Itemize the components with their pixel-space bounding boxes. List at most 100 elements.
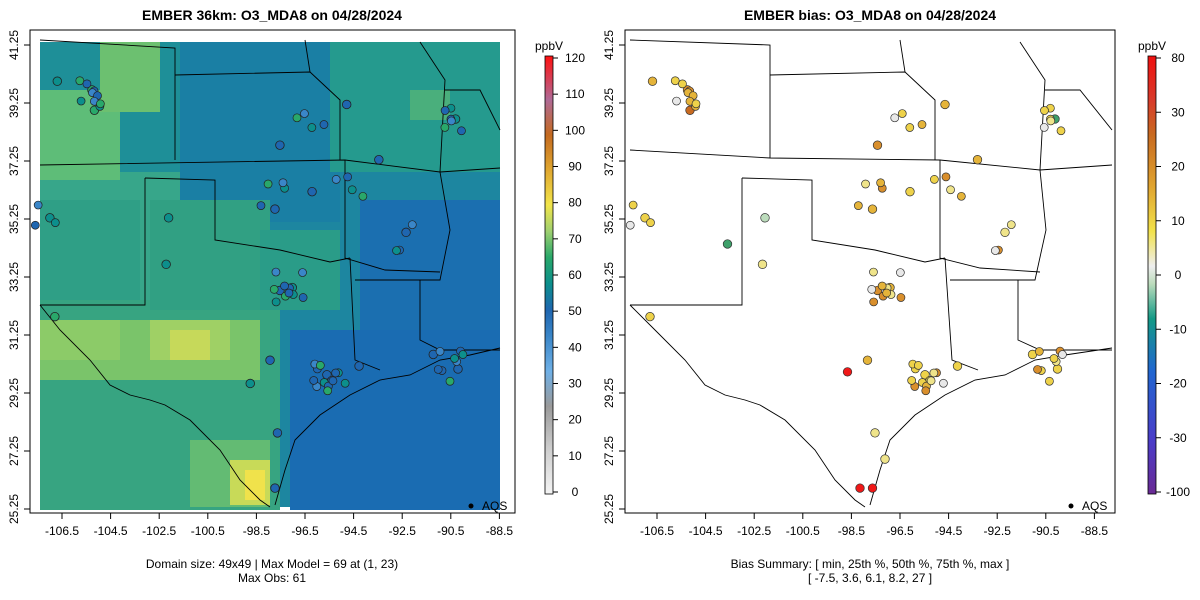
aqs-bias-marker [896,268,905,277]
aqs-site-marker [284,288,294,298]
x-tick-label: -90.5 [437,524,465,538]
aqs-site-marker [440,123,450,132]
aqs-bias-marker [872,140,883,150]
left-footer-line1: Domain size: 49x49 | Max Model = 69 at (… [146,557,398,571]
aqs-site-marker [245,378,255,389]
aqs-site-marker [280,281,289,291]
aqs-site-marker [447,116,456,126]
aqs-site-marker [270,204,280,214]
x-tick-label: -98.5 [243,524,271,538]
aqs-bias-marker [1000,227,1010,238]
aqs-bias-marker [876,178,885,188]
y-tick-label: 37.25 [7,146,21,176]
x-tick-label: -100.5 [191,524,225,538]
aqs-bias-marker [1040,106,1049,115]
aqs-bias-marker [946,185,955,195]
y-tick-label: 25.25 [602,494,616,524]
aqs-site-marker [96,99,105,109]
colorbar-tick-label: 80 [568,196,582,210]
colorbar-tick-label: 20 [568,413,582,427]
colorbar-tick-label: -100 [1166,485,1190,499]
x-tick-label: -102.5 [737,524,771,538]
aqs-site-marker [307,123,317,132]
aqs-site-marker [435,347,445,356]
y-tick-label: 25.25 [7,494,21,524]
aqs-site-marker [315,361,325,370]
colorbar-tick-label: 0 [1175,268,1182,282]
aqs-bias-marker [939,378,948,388]
aqs-bias-marker [670,76,680,86]
x-tick-label: -106.5 [640,524,674,538]
right-x-axis: -106.5 -104.5 -102.5 -100.5 -98.5 -96.5 -94.5 -… [640,513,1108,538]
x-tick-label: -94.5 [340,524,368,538]
aqs-bias-marker [628,200,638,210]
x-tick-label: -88.5 [1081,524,1109,538]
colorbar-tick-label: 40 [568,340,582,354]
aqs-bias-marker [646,218,655,227]
aqs-bias-marker [896,293,906,302]
aqs-site-marker [275,140,285,150]
aqs-bias-marker [921,386,931,396]
aqs-site-marker [50,311,60,322]
left-colorbar-ticks: 0 10 20 30 40 50 60 70 80 90 100 110 120 [553,51,585,499]
aqs-bias-marker [926,376,936,386]
x-tick-label: -94.5 [935,524,963,538]
aqs-bias-marker [869,297,879,307]
aqs-site-marker [33,200,43,210]
aqs-bias-marker [907,376,917,385]
aqs-site-marker [331,368,341,378]
aqs-bias-marker [905,187,915,197]
aqs-bias-marker [1058,350,1067,359]
aqs-bias-marker [870,428,880,438]
aqs-bias-marker [941,172,951,182]
aqs-bias-marker [1045,376,1054,386]
aqs-site-marker [298,293,308,302]
aqs-site-marker [300,109,309,118]
y-tick-label: 35.25 [7,204,21,234]
colorbar-tick-label: -30 [1169,431,1187,445]
left-panel-title: EMBER 36km: O3_MDA8 on 04/28/2024 [142,7,402,23]
y-tick-label: 39.25 [602,88,616,118]
aqs-bias-marker [930,175,939,184]
aqs-site-marker [458,350,468,359]
right-aqs-legend-marker [1068,503,1074,509]
aqs-bias-marker [861,179,870,189]
colorbar-tick-label: 110 [565,87,584,101]
aqs-site-marker [278,178,288,188]
left-x-axis: -106.5 -104.5 -102.5 -100.5 -98.5 -96.5 -94.5 -… [45,513,513,538]
x-tick-label: -104.5 [94,524,128,538]
y-tick-label: 29.25 [602,378,616,408]
x-tick-label: -104.5 [689,524,723,538]
aqs-bias-marker [880,454,890,464]
aqs-bias-marker [1039,123,1049,132]
aqs-bias-marker [940,99,950,110]
aqs-site-marker [271,297,281,307]
aqs-site-marker [256,201,266,210]
aqs-bias-marker [757,259,768,269]
aqs-site-marker [309,376,319,385]
x-tick-label: -88.5 [486,524,514,538]
colorbar-tick-label: 10 [1171,214,1185,228]
left-background-sites [30,76,468,396]
y-tick-label: 27.25 [7,436,21,466]
aqs-bias-marker [1056,126,1066,136]
aqs-bias-marker [905,123,915,132]
y-tick-label: 37.25 [602,146,616,176]
left-state-borders [39,39,501,508]
left-aqs-legend-marker [468,503,474,509]
aqs-bias-marker [842,367,853,377]
x-tick-label: -92.5 [389,524,417,538]
left-plot-frame [29,29,516,514]
aqs-site-marker [342,99,352,110]
x-tick-label: -92.5 [984,524,1012,538]
aqs-bias-marker [952,361,963,371]
aqs-bias-marker [1046,116,1056,126]
aqs-bias-marker [854,201,863,210]
aqs-site-marker [343,172,353,182]
aqs-site-marker [75,76,85,86]
aqs-site-marker [323,386,333,396]
right-colorbar-unit: ppbV [1138,39,1166,53]
left-colorbar-unit: ppbV [535,39,563,53]
